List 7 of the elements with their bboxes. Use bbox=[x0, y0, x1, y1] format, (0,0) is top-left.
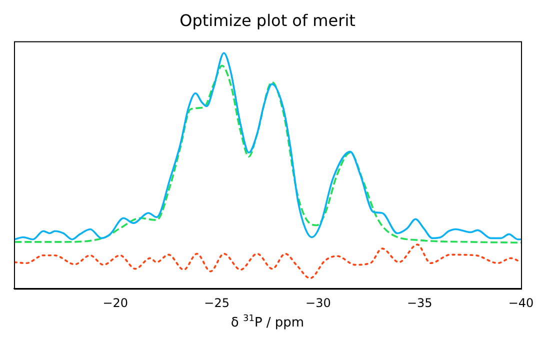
x-tick-label: −25 bbox=[204, 296, 230, 310]
chart-title: Optimize plot of merit bbox=[180, 10, 356, 30]
x-axis-title: δ $^{31}$P / ppm bbox=[230, 314, 306, 330]
x-tick-label: −40 bbox=[508, 296, 534, 310]
x-tick-label: −35 bbox=[406, 296, 432, 310]
x-tick-label: −20 bbox=[102, 296, 128, 310]
x-tick-label: −30 bbox=[306, 296, 331, 310]
